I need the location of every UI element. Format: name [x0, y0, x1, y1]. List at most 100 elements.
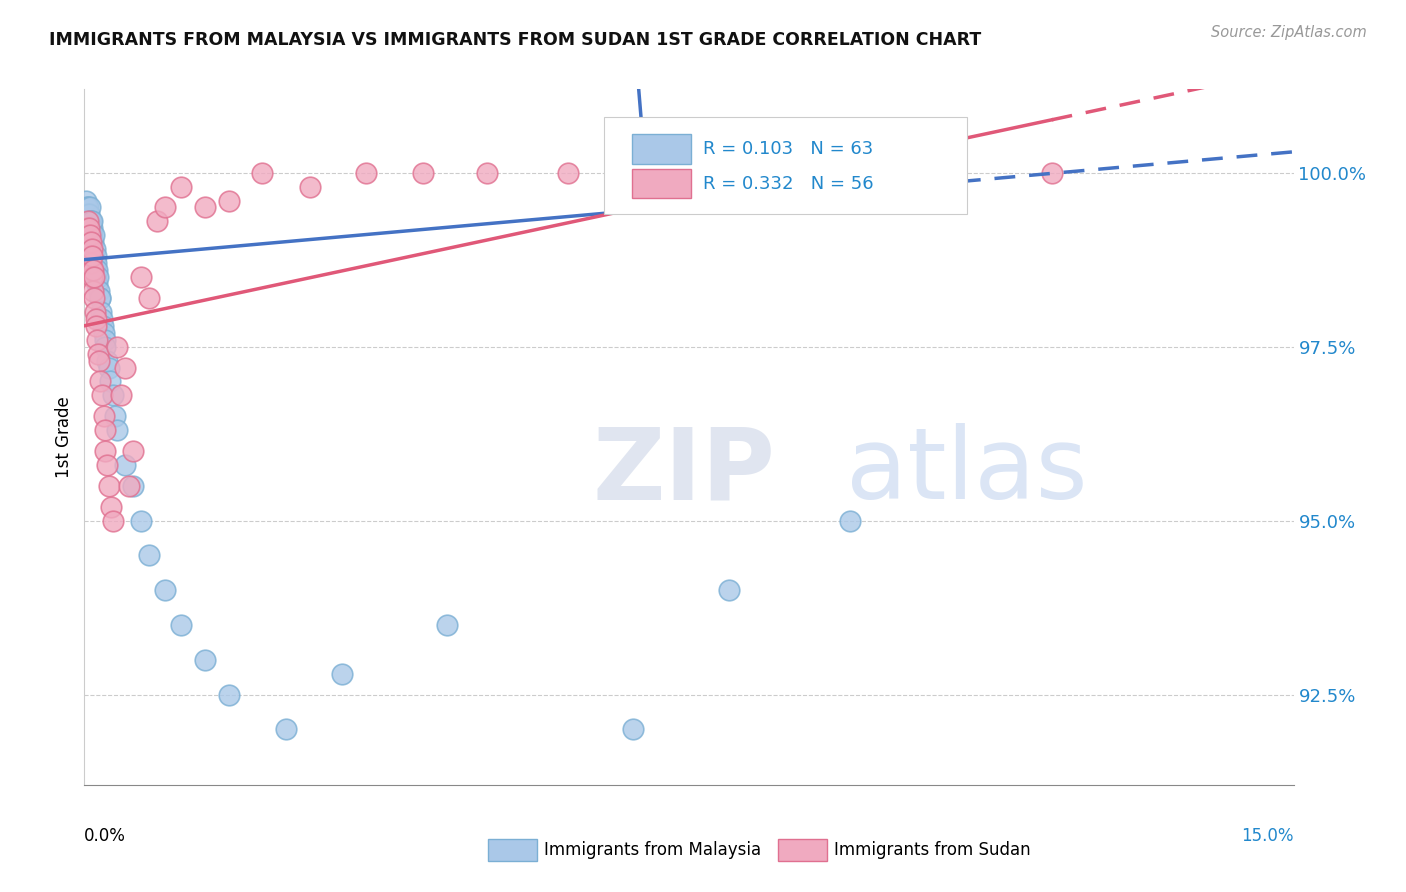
Point — [86, 256, 108, 270]
Point — [82, 235, 104, 250]
Point — [194, 201, 217, 215]
Point — [83, 228, 105, 243]
Point — [194, 653, 217, 667]
Point — [83, 305, 105, 319]
Point — [96, 458, 118, 472]
Point — [87, 284, 110, 298]
FancyBboxPatch shape — [605, 117, 967, 214]
Text: 0.0%: 0.0% — [84, 827, 127, 845]
Point — [678, 166, 700, 180]
Point — [83, 263, 105, 277]
Point — [86, 277, 108, 291]
Point — [97, 360, 120, 375]
Point — [1040, 166, 1063, 180]
Point — [218, 194, 240, 208]
Point — [77, 221, 100, 235]
Point — [84, 311, 107, 326]
Point — [77, 207, 100, 221]
Point — [557, 166, 579, 180]
Point — [250, 166, 273, 180]
Point — [96, 353, 118, 368]
Point — [138, 291, 160, 305]
Point — [77, 235, 100, 250]
Point — [80, 249, 103, 263]
Point — [621, 723, 644, 737]
Point — [79, 228, 101, 243]
Point — [77, 228, 100, 243]
Point — [718, 583, 741, 598]
Point — [83, 270, 105, 285]
Point — [80, 228, 103, 243]
Point — [82, 263, 104, 277]
Point — [82, 214, 104, 228]
Point — [98, 375, 121, 389]
Point — [121, 444, 143, 458]
Point — [80, 263, 103, 277]
Point — [146, 214, 169, 228]
Point — [91, 311, 114, 326]
Point — [93, 333, 115, 347]
Point — [839, 514, 862, 528]
Point — [103, 514, 125, 528]
Point — [114, 360, 136, 375]
Point — [84, 270, 107, 285]
Point — [86, 263, 108, 277]
Point — [86, 333, 108, 347]
Point — [80, 242, 103, 256]
Y-axis label: 1st Grade: 1st Grade — [55, 396, 73, 478]
Point — [105, 423, 128, 437]
Text: ZIP: ZIP — [592, 424, 775, 520]
Point — [80, 221, 103, 235]
Text: R = 0.332   N = 56: R = 0.332 N = 56 — [703, 175, 875, 193]
Point — [153, 583, 176, 598]
Point — [104, 409, 127, 424]
Point — [299, 179, 322, 194]
Point — [87, 353, 110, 368]
FancyBboxPatch shape — [779, 838, 827, 861]
Point — [170, 618, 193, 632]
Point — [83, 249, 105, 263]
Point — [153, 201, 176, 215]
Point — [82, 284, 104, 298]
Point — [118, 479, 141, 493]
Point — [82, 228, 104, 243]
Point — [89, 291, 111, 305]
Point — [87, 270, 110, 285]
Point — [76, 249, 98, 263]
Point — [89, 375, 111, 389]
Point — [83, 242, 105, 256]
Point — [94, 340, 117, 354]
Point — [91, 388, 114, 402]
Point — [79, 228, 101, 243]
Point — [79, 214, 101, 228]
Point — [412, 166, 434, 180]
Point — [129, 514, 152, 528]
Point — [114, 458, 136, 472]
Text: Source: ZipAtlas.com: Source: ZipAtlas.com — [1211, 25, 1367, 40]
Point — [83, 291, 105, 305]
Point — [77, 201, 100, 215]
Point — [76, 207, 98, 221]
Point — [77, 221, 100, 235]
Point — [77, 214, 100, 228]
Text: R = 0.103   N = 63: R = 0.103 N = 63 — [703, 140, 873, 158]
Point — [82, 256, 104, 270]
Text: Immigrants from Sudan: Immigrants from Sudan — [834, 840, 1031, 859]
Point — [80, 256, 103, 270]
Point — [436, 618, 458, 632]
Point — [86, 318, 108, 333]
Point — [110, 388, 132, 402]
Point — [91, 318, 114, 333]
Point — [100, 500, 122, 514]
FancyBboxPatch shape — [488, 838, 537, 861]
Point — [105, 340, 128, 354]
FancyBboxPatch shape — [633, 169, 692, 198]
Point — [79, 242, 101, 256]
Point — [76, 214, 98, 228]
Point — [93, 423, 115, 437]
Text: atlas: atlas — [846, 424, 1088, 520]
Point — [82, 249, 104, 263]
Point — [79, 249, 101, 263]
Point — [79, 201, 101, 215]
Point — [75, 221, 97, 235]
